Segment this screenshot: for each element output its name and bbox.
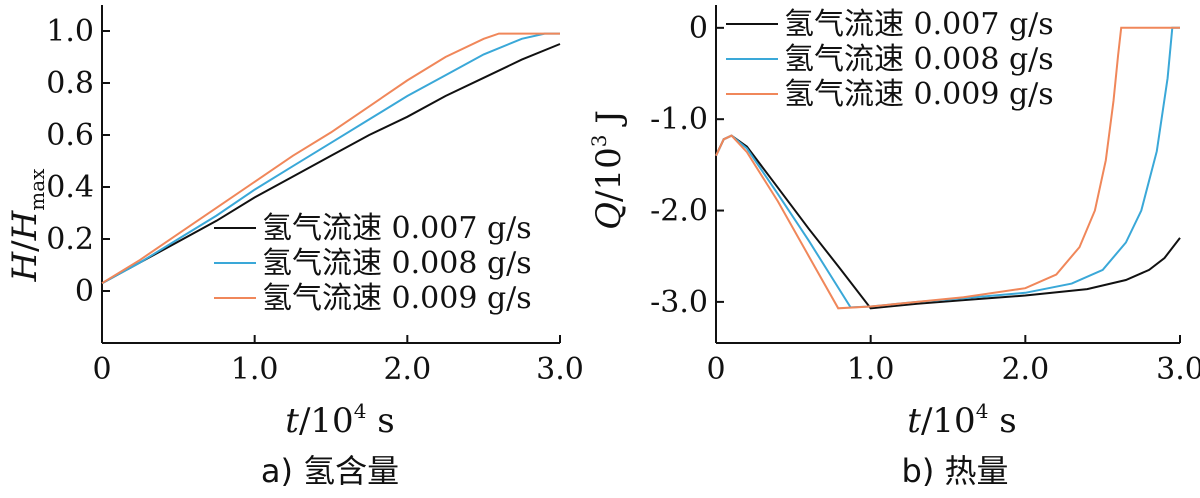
panel-b-legend-label: 氢气流速 0.007 g/s — [784, 7, 1054, 42]
panel-a-series-line-1 — [101, 43, 561, 285]
panel-b-y-tick-label: -1.0 — [650, 102, 708, 137]
panel-a-y-tick-label: 0 — [75, 274, 94, 309]
panel-b-legend-label: 氢气流速 0.008 g/s — [784, 42, 1054, 77]
panel-a-series — [101, 32, 561, 285]
panel-a-caption: a) 氢含量 — [261, 452, 399, 490]
panel-a-x-tick-label: 0 — [92, 352, 111, 387]
panel-b-y-axis-label: Q/103 J — [587, 110, 629, 230]
panel-a-legend-label: 氢气流速 0.009 g/s — [262, 281, 532, 316]
panel-a-y-tick-label: 0.8 — [46, 66, 94, 101]
panel-a-series-line-3 — [101, 32, 560, 285]
panel-b-caption: b) 热量 — [902, 452, 1009, 490]
panel-b-x-tick-label: 0 — [706, 352, 725, 387]
panel-b-heat: 0 1.0 2.0 3.00-1.0-2.0-3.0 氢气流速 0.007 g/s氢气… — [587, 5, 1200, 490]
panel-a-x-tick-label: 2.0 — [383, 352, 431, 387]
panel-b-x-tick-label: 2.0 — [1001, 352, 1049, 387]
panel-b-x-tick-label: 3.0 — [1156, 352, 1200, 387]
panel-a-y-tick-label: 1.0 — [46, 14, 94, 49]
panel-a-x-axis-label: t/104 s — [285, 399, 394, 441]
panel-b-axes: 0 1.0 2.0 3.0 0 -1.0 -2.0 -3.0 — [650, 5, 1200, 387]
panel-b-series-line-1 — [715, 134, 1181, 310]
panel-b-x-axis-label: t/104 s — [907, 399, 1016, 441]
panel-b-y-tick-label: 0 — [689, 11, 708, 46]
panel-a-x-tick-label: 1.0 — [231, 352, 279, 387]
panel-b-series — [715, 26, 1181, 310]
panel-a-y-tick-label: 0.4 — [46, 170, 94, 205]
panel-a-y-tick-label: 0.2 — [46, 222, 94, 257]
panel-b-x-tick-label: 1.0 — [847, 352, 895, 387]
panel-a-legend-label: 氢气流速 0.007 g/s — [262, 211, 532, 246]
panel-a-y-axis-label: H/Hmax — [5, 168, 49, 283]
panel-a-series-line-2 — [101, 32, 560, 285]
panel-a-x-tick-label: 3.0 — [536, 352, 584, 387]
panel-a-hydrogen-content: 0 1.0 2.0 3.0 0 0.2 0.4 0.6 0.8 1.0 氢气流速 0.007 g/… — [5, 5, 584, 490]
panel-b-series-line-3 — [715, 26, 1180, 310]
panel-a-y-tick-label: 0.6 — [46, 118, 94, 153]
panel-b-y-tick-label: -2.0 — [650, 194, 708, 229]
panel-b-legend-label: 氢气流速 0.009 g/s — [784, 77, 1054, 112]
panel-a-axes: 0 1.0 2.0 3.0 0 0.2 0.4 0.6 0.8 1.0 — [46, 5, 584, 387]
panel-b-y-tick-label: -3.0 — [650, 285, 708, 320]
panel-a-legend-label: 氢气流速 0.008 g/s — [262, 246, 532, 281]
